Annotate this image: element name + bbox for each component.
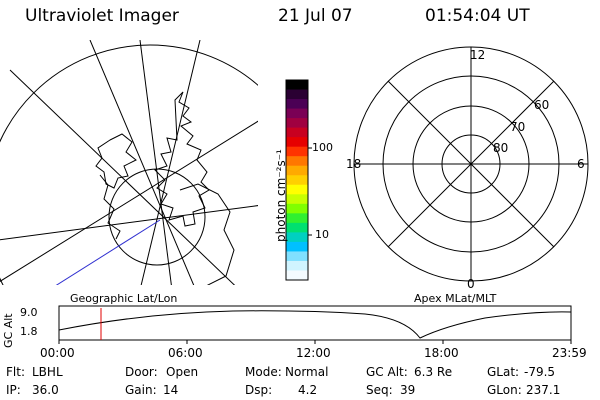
timeline-ylabel: GC Alt	[2, 313, 15, 348]
colorbar-segment	[286, 232, 308, 243]
dsp-label: Dsp:	[245, 383, 273, 397]
timeline-left-label: Geographic Lat/Lon	[70, 292, 178, 305]
map-meridian-line	[9, 69, 236, 285]
colorbar-segment	[286, 203, 308, 214]
timeline-ytick-high: 9.0	[20, 306, 38, 319]
map-meridian-line	[89, 40, 195, 285]
colorbar-segment	[286, 175, 308, 186]
lat-label-80: 80	[493, 141, 509, 155]
dsp-value: 4.2	[298, 383, 318, 397]
colorbar-segment	[286, 194, 308, 205]
geographic-map	[0, 40, 258, 285]
colorbar-segment	[286, 270, 308, 281]
colorbar-segment	[286, 108, 308, 119]
colorbar-segment	[286, 222, 308, 233]
colorbar-segment	[286, 241, 308, 252]
glon-value: 237.1	[526, 383, 561, 397]
map-horizon-circle	[0, 44, 258, 285]
door-label: Door:	[125, 365, 158, 379]
gc-alt-label: GC Alt:	[366, 365, 408, 379]
mlt-label-dusk: 18	[346, 157, 362, 171]
coastline-shape	[154, 91, 210, 227]
colorbar-tick-10: 10	[315, 228, 329, 241]
ip-value: 36.0	[32, 383, 59, 397]
coastline-shape	[99, 174, 121, 240]
map-meridian-line	[140, 40, 201, 285]
mlt-label-midnight: 0	[467, 277, 475, 291]
map-meridian-line	[0, 120, 258, 282]
time-readout: 01:54:04 UT	[425, 6, 530, 26]
app-title: Ultraviolet Imager	[25, 6, 179, 26]
mlt-label-dawn: 6	[577, 157, 585, 171]
flt-label: Flt:	[6, 365, 25, 379]
colorbar-segment	[286, 118, 308, 129]
lat-label-70: 70	[510, 120, 526, 134]
timeline-xtick-0000: 00:00	[40, 346, 75, 360]
map-meridian-line	[0, 205, 258, 241]
lat-label-60: 60	[534, 98, 550, 112]
altitude-curve	[58, 310, 572, 339]
mode-value: Normal	[285, 365, 329, 379]
timeline-xtick-0600: 06:00	[168, 346, 203, 360]
colorbar-segment	[286, 260, 308, 271]
colorbar	[285, 79, 312, 281]
seq-value: 39	[400, 383, 416, 397]
colorbar-segment	[286, 146, 308, 157]
gain-label: Gain:	[125, 383, 157, 397]
mlt-label-noon: 12	[470, 48, 486, 62]
orbit-track-line	[55, 219, 161, 285]
coastline-shape	[95, 133, 137, 189]
colorbar-segment	[286, 80, 308, 91]
timeline-xtick-2359: 23:59	[552, 346, 587, 360]
glat-label: GLat:	[487, 365, 520, 379]
polar-axis-diagonal	[387, 80, 555, 248]
flt-value: LBHL	[32, 365, 63, 379]
seq-label: Seq:	[366, 383, 393, 397]
colorbar-segment	[286, 127, 308, 138]
coastline-shape	[179, 183, 235, 285]
glon-label: GLon:	[487, 383, 522, 397]
timeline-ytick-low: 1.8	[20, 325, 38, 338]
gc-alt-value: 6.3 Re	[414, 365, 453, 379]
colorbar-unit-label: photon cm⁻²s⁻¹	[274, 149, 288, 242]
glat-value: -79.5	[524, 365, 556, 379]
polar-plot	[353, 46, 589, 282]
map-meridian-line	[139, 40, 172, 285]
colorbar-segment	[286, 184, 308, 195]
altitude-timeline	[58, 305, 572, 344]
timeline-xtick-1800: 18:00	[424, 346, 459, 360]
colorbar-segment	[286, 213, 308, 224]
colorbar-segment	[286, 89, 308, 100]
colorbar-segment	[286, 137, 308, 148]
mode-label: Mode:	[245, 365, 282, 379]
colorbar-tick-100: 100	[312, 141, 333, 154]
gain-value: 14	[163, 383, 179, 397]
colorbar-segment	[286, 156, 308, 167]
door-value: Open	[166, 365, 199, 379]
colorbar-segment	[286, 99, 308, 110]
colorbar-segment	[286, 251, 308, 262]
timeline-xtick-1200: 12:00	[296, 346, 331, 360]
colorbar-segment	[286, 165, 308, 176]
ip-label: IP:	[6, 383, 21, 397]
date-readout: 21 Jul 07	[278, 6, 353, 26]
timeline-right-label: Apex MLat/MLT	[414, 292, 497, 305]
